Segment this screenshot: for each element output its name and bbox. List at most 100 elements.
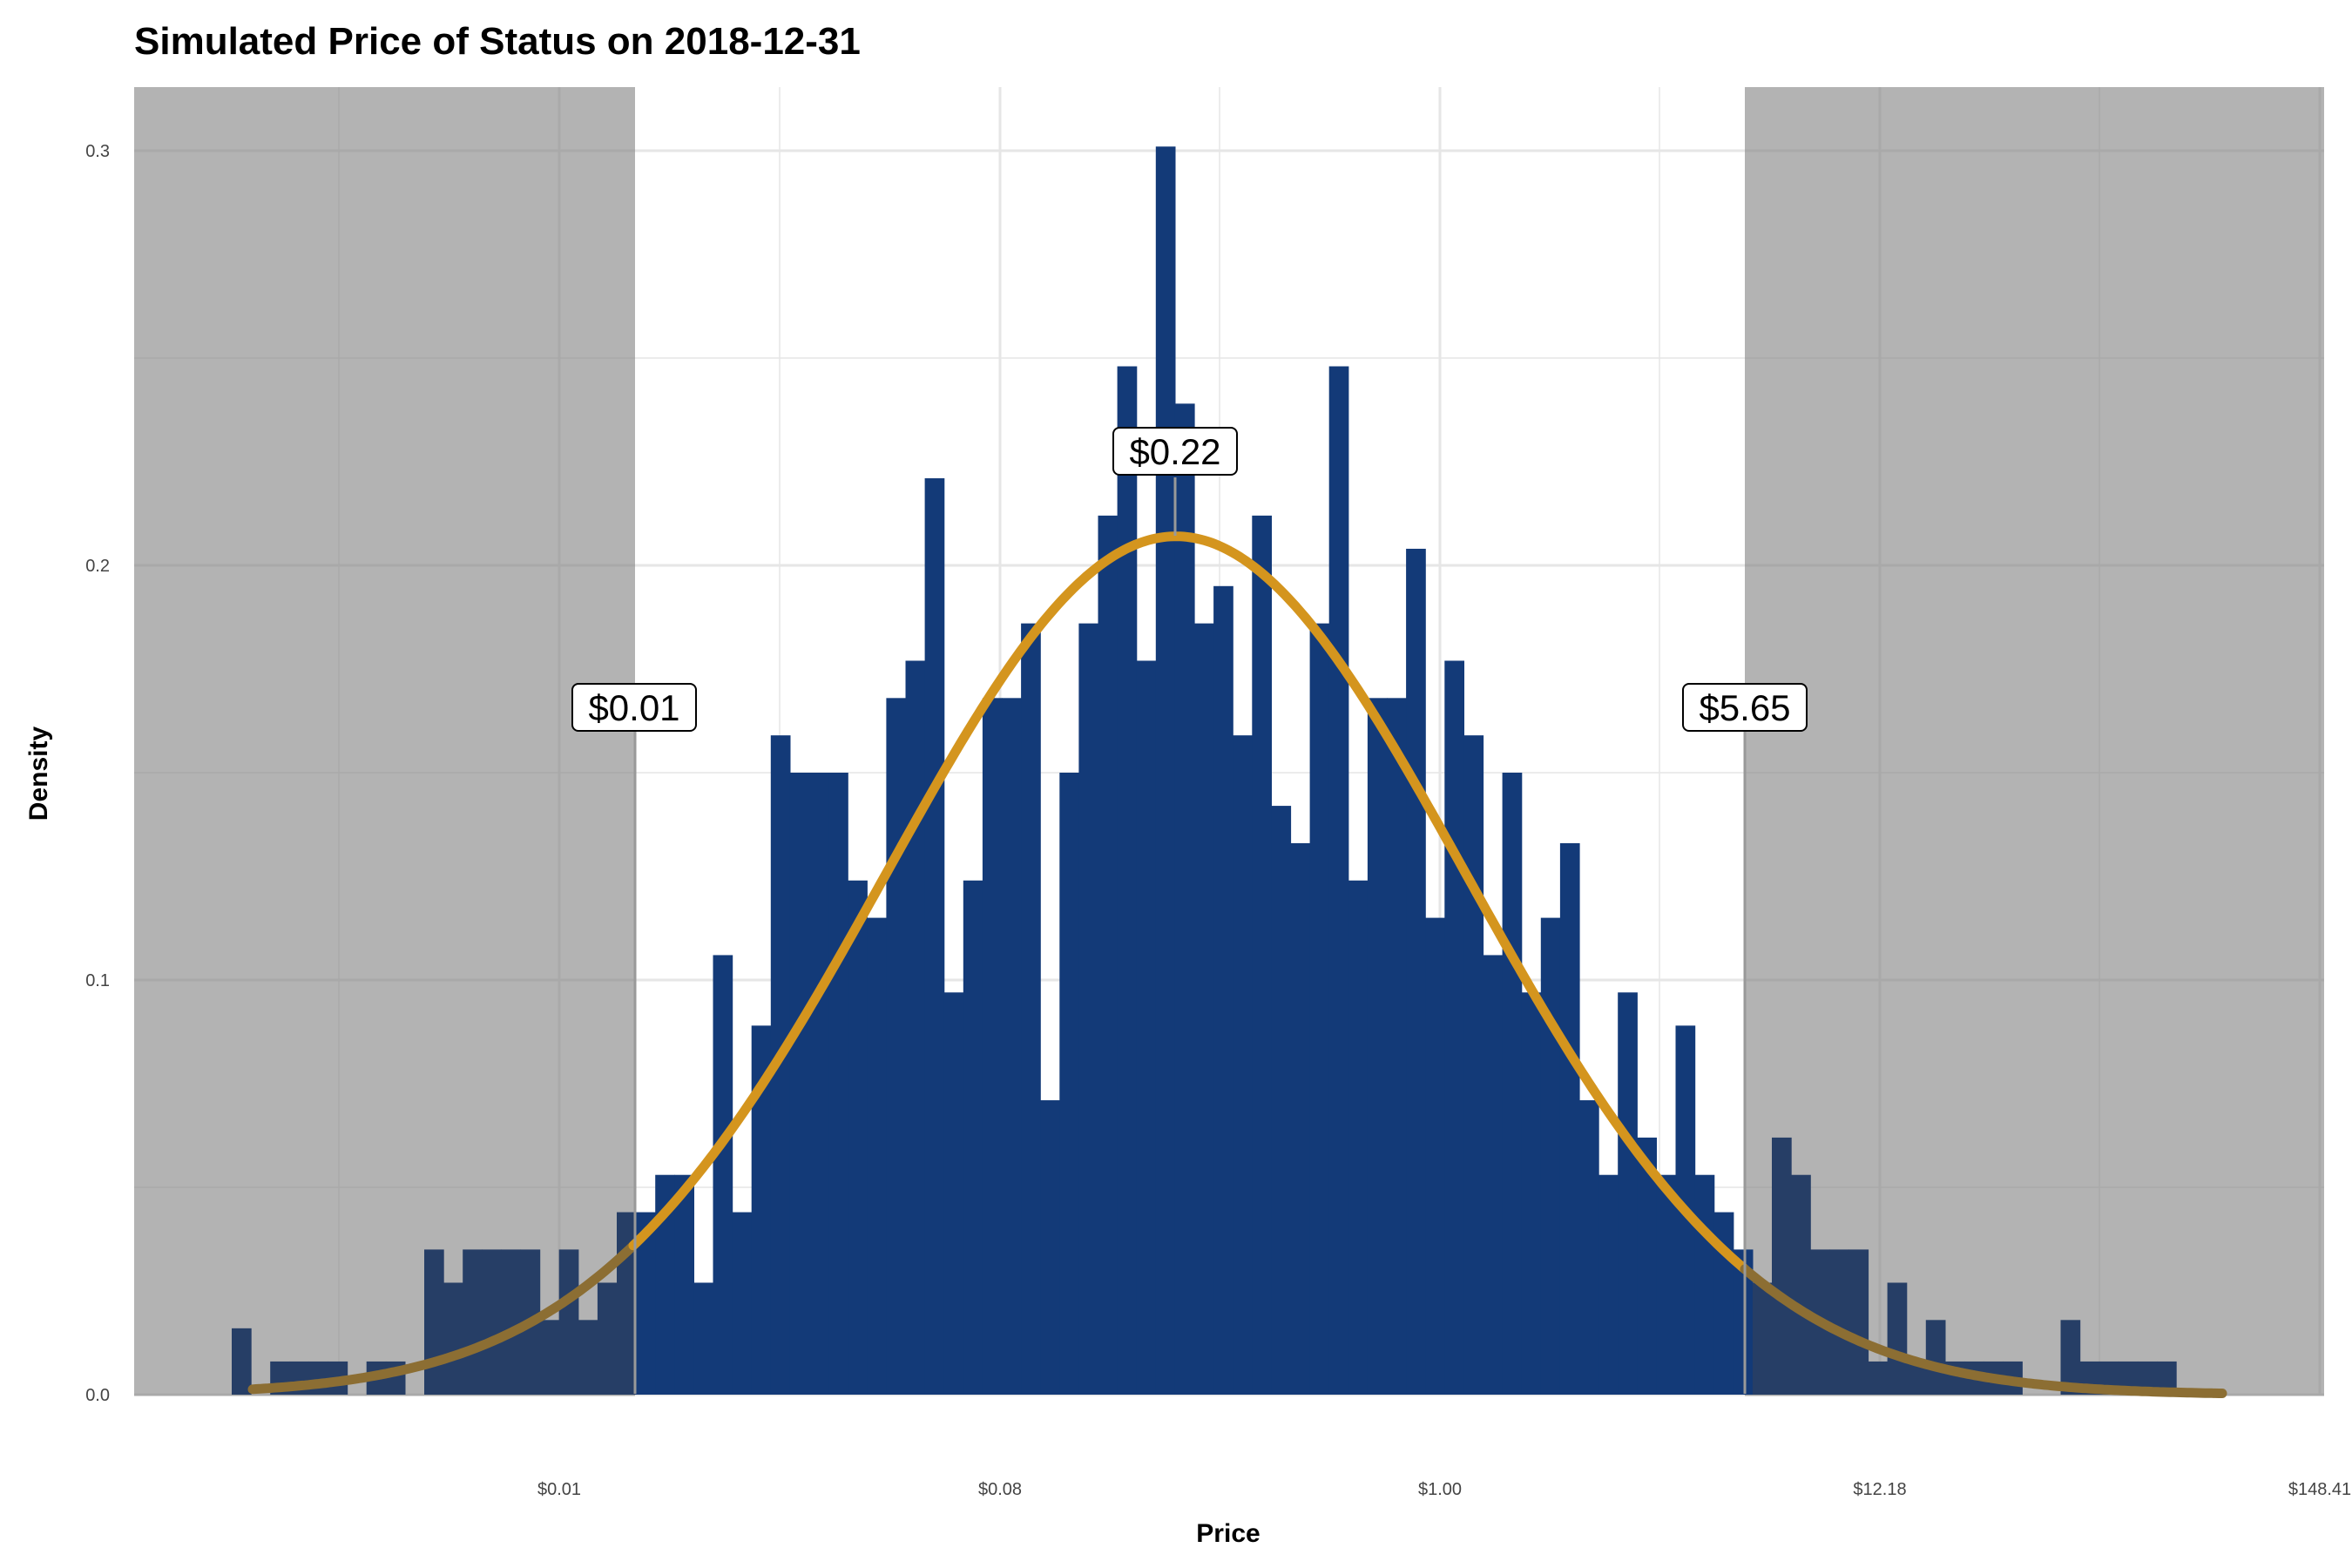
histogram-bar	[1271, 806, 1292, 1395]
histogram-bar	[1328, 366, 1349, 1395]
histogram-bar	[1772, 1137, 1792, 1395]
x-axis-tick-labels: $0.01 $0.08 $1.00 $12.18 $148.41	[537, 1480, 2351, 1499]
histogram-bar	[2157, 1361, 2177, 1395]
histogram-bar	[1117, 366, 1138, 1395]
histogram-bar	[1791, 1174, 1811, 1395]
histogram-bar	[943, 992, 964, 1395]
histogram-bar	[982, 698, 1003, 1395]
histogram-bar	[655, 1174, 675, 1395]
histogram-bar	[1174, 403, 1195, 1395]
histogram-bar	[2137, 1361, 2158, 1395]
histogram-bar	[1656, 1174, 1677, 1395]
histogram-bar	[1540, 917, 1561, 1395]
y-tick-label: 0.2	[85, 557, 110, 576]
histogram-bar	[1387, 698, 1407, 1395]
histogram-bar	[1213, 585, 1233, 1395]
histogram-bar	[713, 955, 733, 1395]
histogram-bar	[905, 660, 926, 1395]
histogram-bar	[1078, 623, 1099, 1395]
histogram-bar	[463, 1249, 483, 1395]
histogram-bar	[1406, 548, 1426, 1395]
histogram-bar	[1059, 773, 1079, 1395]
histogram-bar	[1733, 1249, 1754, 1395]
y-tick-label: 0.0	[85, 1386, 110, 1405]
histogram-bar	[1752, 1282, 1773, 1395]
annotation-box	[1112, 427, 1238, 476]
histogram-bar	[828, 773, 848, 1395]
histogram-bar	[636, 1212, 656, 1395]
x-tick-label: $1.00	[1418, 1480, 1462, 1499]
annotation-box	[571, 683, 697, 732]
histogram-bar	[1829, 1249, 1849, 1395]
histogram-bar	[1233, 735, 1253, 1395]
histogram-bar	[1136, 660, 1157, 1395]
histogram-bar	[482, 1249, 502, 1395]
y-tick-label: 0.1	[85, 971, 110, 990]
histogram-bar	[1194, 623, 1214, 1395]
shaded-tail-regions	[134, 87, 2324, 1394]
annotation-label: $5.65	[1699, 687, 1790, 728]
histogram-bar	[1887, 1282, 1908, 1395]
histogram-bar	[1906, 1361, 1927, 1395]
histogram-bar	[1868, 1361, 1889, 1395]
histogram-bar	[539, 1320, 560, 1395]
density-curve-lower	[247, 1241, 638, 1395]
y-tick-label: 0.3	[85, 142, 110, 161]
histogram-bar	[1290, 842, 1311, 1395]
histogram-bar	[1579, 1100, 1599, 1395]
annotation-label: $0.01	[588, 687, 679, 728]
quantile-annotations: $0.01 $0.22 $5.65	[571, 427, 1808, 732]
histogram-bar	[578, 1320, 598, 1395]
histogram-bar	[424, 1249, 444, 1395]
histogram-bar	[732, 1212, 753, 1395]
density-curve	[628, 531, 1750, 1274]
x-tick-label: $148.41	[2288, 1480, 2351, 1499]
histogram-bar	[1367, 698, 1388, 1395]
x-axis-title: Price	[1196, 1519, 1260, 1548]
x-tick-label: $0.01	[537, 1480, 581, 1499]
histogram-bar	[1155, 146, 1176, 1396]
histogram-bar	[848, 880, 868, 1395]
histogram-bar	[770, 735, 791, 1395]
x-tick-label: $12.18	[1853, 1480, 1906, 1499]
histogram-bar	[558, 1249, 579, 1395]
histogram-bar	[751, 1025, 772, 1395]
histogram-bar	[1618, 992, 1638, 1395]
histogram-bar	[809, 773, 829, 1395]
histogram-bar	[924, 478, 945, 1395]
histogram-bar	[1694, 1174, 1715, 1395]
histogram-bar	[1348, 880, 1369, 1395]
histogram-bar	[1925, 1320, 1946, 1395]
histogram-bar	[1098, 515, 1119, 1395]
histogram-bar	[1848, 1249, 1869, 1395]
density-curve-upper	[1740, 1264, 2227, 1398]
histogram-bar	[443, 1282, 463, 1395]
histogram-bar	[1637, 1137, 1657, 1395]
histogram-bar	[674, 1174, 694, 1395]
annotation-label: $0.22	[1129, 431, 1220, 472]
histogram-bar	[693, 1282, 714, 1395]
histogram-bar	[1309, 623, 1330, 1395]
histogram-bar	[1502, 773, 1523, 1395]
histogram-bar	[1521, 992, 1542, 1395]
histogram-bar	[963, 880, 983, 1395]
annotation-box	[1682, 683, 1808, 732]
chart-title: Simulated Price of Status on 2018-12-31	[134, 20, 861, 63]
histogram-bar	[1021, 623, 1041, 1395]
histogram-bar	[1463, 735, 1484, 1395]
histogram-bar	[1002, 698, 1022, 1395]
histogram-bar	[1425, 917, 1445, 1395]
histogram-bar	[1559, 842, 1580, 1395]
x-tick-label: $0.08	[978, 1480, 1022, 1499]
histogram-bar	[1252, 515, 1272, 1395]
histogram-bar	[1483, 955, 1504, 1395]
histogram-bar	[1444, 660, 1464, 1395]
histogram-bar	[501, 1249, 522, 1395]
upper-tail-shade	[1745, 87, 2324, 1394]
histogram-bar	[1598, 1174, 1619, 1395]
histogram-bar	[1040, 1100, 1060, 1395]
y-axis-title: Density	[24, 727, 53, 821]
histogram-bar	[886, 698, 907, 1395]
